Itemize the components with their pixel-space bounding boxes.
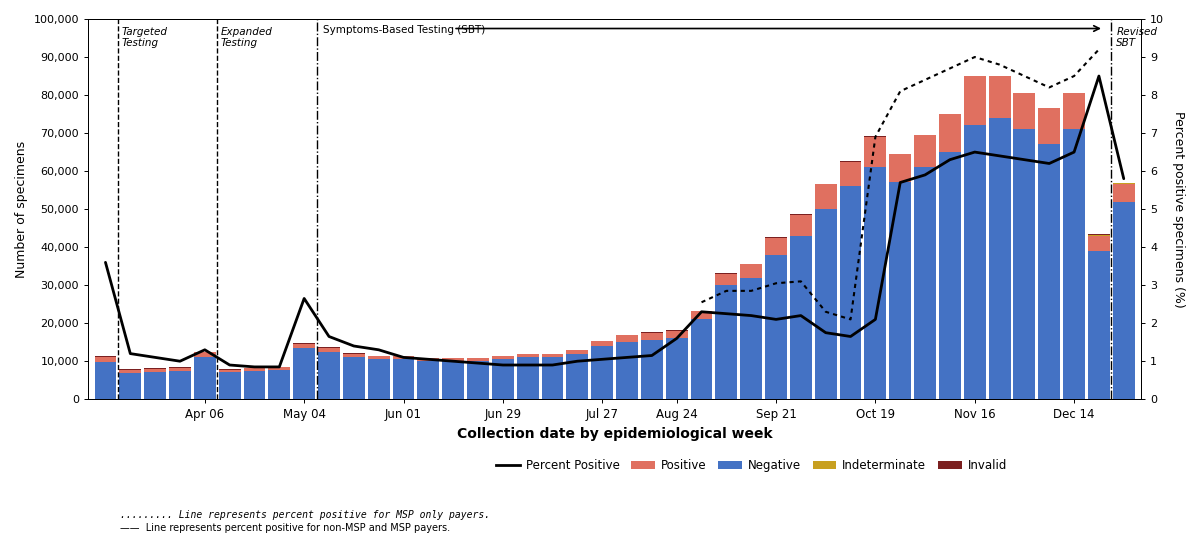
Bar [541,357,564,399]
Bar [218,372,240,399]
Bar [293,344,316,348]
Bar [938,152,961,399]
Bar [815,184,836,209]
Text: Expanded
Testing: Expanded Testing [221,27,272,48]
Bar [244,370,265,399]
Bar [840,186,862,399]
Bar [641,341,662,399]
Bar [766,238,787,255]
Bar [964,76,985,126]
Bar [1063,93,1085,129]
Text: Targeted
Testing: Targeted Testing [121,27,168,48]
Bar [790,215,812,236]
Bar [889,154,911,182]
Bar [517,357,539,399]
Bar [1088,234,1110,236]
Bar [269,367,290,369]
Bar [1038,108,1060,145]
Bar [517,354,539,357]
Bar [343,357,365,399]
Bar [95,357,116,362]
Bar [119,373,142,399]
Bar [1014,93,1036,129]
Bar [989,76,1010,118]
Bar [1063,129,1085,399]
Bar [367,359,390,399]
Bar [1014,129,1036,399]
Bar [318,348,340,352]
Bar [541,354,564,357]
Bar [443,361,464,399]
Bar [194,353,216,357]
Bar [715,274,737,285]
Bar [616,342,638,399]
Bar [244,368,265,370]
Bar [392,356,414,359]
Bar [691,319,713,399]
Bar [790,236,812,399]
Bar [1112,183,1135,184]
Bar [218,369,240,372]
Bar [95,362,116,399]
Bar [715,285,737,399]
Bar [269,369,290,399]
Bar [666,338,688,399]
Bar [766,255,787,399]
Bar [964,126,985,399]
Bar [740,264,762,277]
Bar [367,356,390,359]
Bar [293,348,316,399]
Bar [566,350,588,354]
Bar [914,168,936,399]
Text: Revised
SBT: Revised SBT [1116,27,1157,48]
Bar [144,369,166,372]
Bar [1112,201,1135,399]
Bar [343,354,365,357]
Bar [392,359,414,399]
Bar [1038,145,1060,399]
Bar [566,354,588,399]
Bar [889,182,911,399]
Bar [989,118,1010,399]
Bar [443,358,464,361]
Bar [169,370,191,399]
Bar [194,357,216,399]
Bar [914,135,936,168]
Bar [641,333,662,341]
Y-axis label: Percent positive specimens (%): Percent positive specimens (%) [1172,111,1186,307]
Y-axis label: Number of specimens: Number of specimens [14,140,28,277]
Bar [592,346,613,399]
Bar [815,209,836,399]
Bar [864,168,887,399]
Bar [840,162,862,186]
Bar [616,335,638,342]
Bar [119,369,142,373]
Text: Symptoms-Based Testing (SBT): Symptoms-Based Testing (SBT) [323,24,485,35]
Bar [492,359,514,399]
X-axis label: Collection date by epidemiological week: Collection date by epidemiological week [457,427,773,441]
Bar [467,358,488,361]
Bar [1088,236,1110,251]
Bar [492,356,514,359]
Bar [740,277,762,399]
Bar [169,368,191,370]
Bar [938,114,961,152]
Bar [318,352,340,399]
Bar [418,358,439,361]
Bar [467,361,488,399]
Bar [144,372,166,399]
Text: ......... Line represents percent positive for MSP only payers.: ......... Line represents percent positi… [120,510,490,520]
Bar [592,341,613,346]
Bar [691,311,713,319]
Legend: Percent Positive, Positive, Negative, Indeterminate, Invalid: Percent Positive, Positive, Negative, In… [491,455,1012,477]
Bar [1112,184,1135,201]
Bar [1088,251,1110,399]
Bar [666,331,688,338]
Bar [418,361,439,399]
Bar [864,137,887,168]
Text: ——  Line represents percent positive for non-MSP and MSP payers.: —— Line represents percent positive for … [120,523,450,533]
